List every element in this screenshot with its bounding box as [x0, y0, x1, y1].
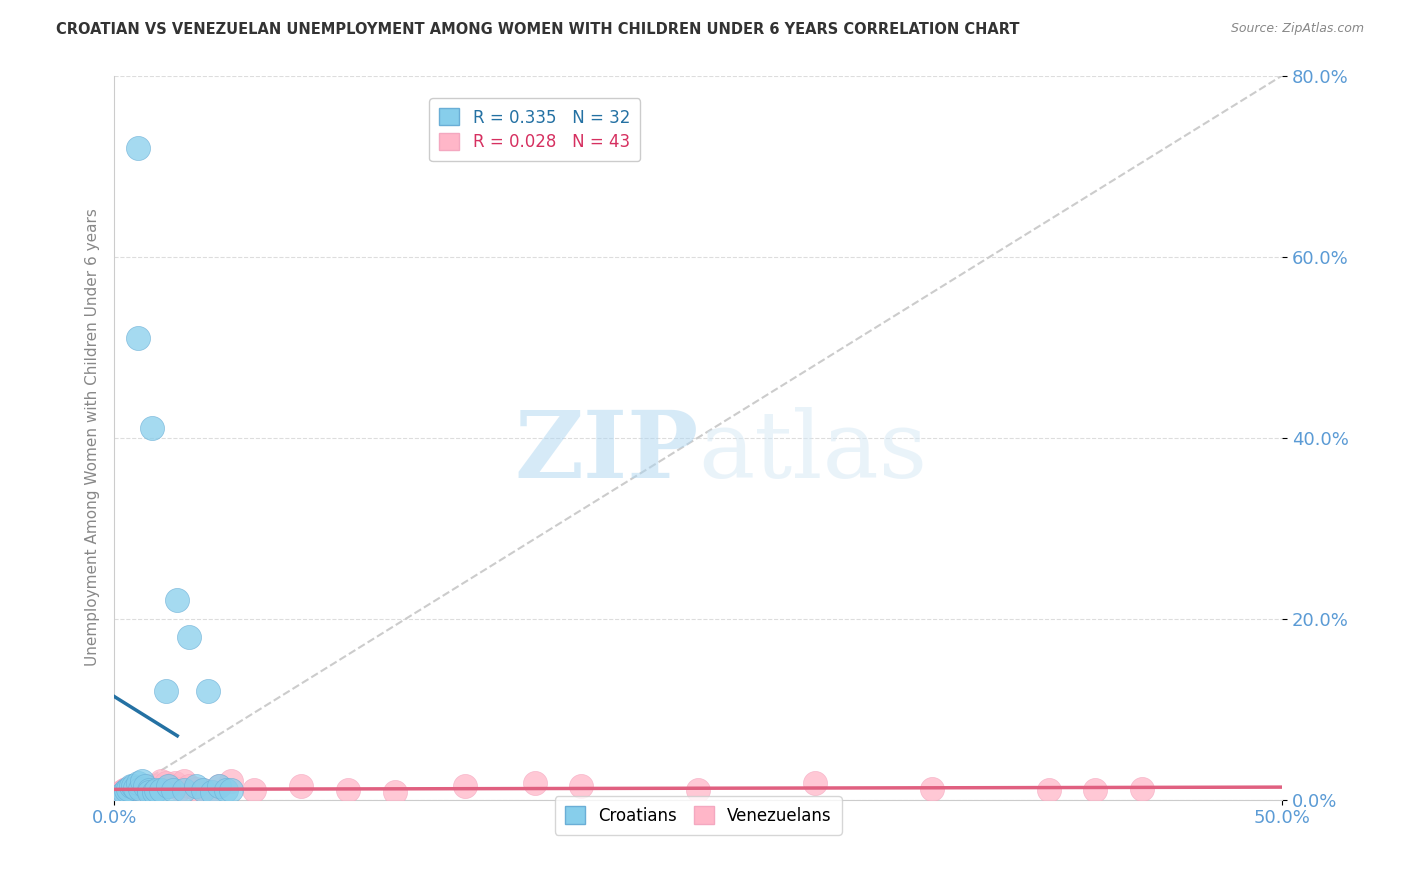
Point — [145, 783, 167, 797]
Point — [149, 783, 172, 797]
Point — [122, 779, 145, 793]
Point — [921, 781, 943, 796]
Point — [197, 684, 219, 698]
Point — [124, 785, 146, 799]
Point — [156, 779, 179, 793]
Point — [131, 774, 153, 789]
Point — [120, 789, 142, 804]
Point — [208, 779, 231, 793]
Point — [804, 776, 827, 790]
Point — [162, 783, 184, 797]
Point — [1038, 783, 1060, 797]
Point — [184, 779, 207, 793]
Point — [523, 776, 546, 790]
Point — [173, 774, 195, 789]
Point — [134, 785, 156, 799]
Point — [131, 783, 153, 797]
Point — [112, 785, 135, 799]
Point — [177, 630, 200, 644]
Point — [138, 783, 160, 797]
Point — [127, 781, 149, 796]
Point — [177, 779, 200, 793]
Point — [1084, 783, 1107, 797]
Point — [191, 783, 214, 797]
Point — [197, 785, 219, 799]
Point — [163, 776, 186, 790]
Point — [169, 781, 191, 796]
Point — [127, 141, 149, 155]
Point — [215, 783, 238, 797]
Point — [112, 783, 135, 797]
Point — [117, 785, 139, 799]
Point — [384, 785, 406, 799]
Text: CROATIAN VS VENEZUELAN UNEMPLOYMENT AMONG WOMEN WITH CHILDREN UNDER 6 YEARS CORR: CROATIAN VS VENEZUELAN UNEMPLOYMENT AMON… — [56, 22, 1019, 37]
Point — [243, 783, 266, 797]
Point — [115, 788, 138, 802]
Point — [120, 779, 142, 793]
Point — [201, 785, 224, 799]
Point — [149, 774, 172, 789]
Point — [1130, 781, 1153, 796]
Point — [128, 781, 150, 796]
Point — [122, 787, 145, 801]
Point — [219, 783, 242, 797]
Point — [155, 684, 177, 698]
Point — [571, 779, 593, 793]
Point — [134, 779, 156, 793]
Point — [159, 779, 181, 793]
Text: atlas: atlas — [699, 407, 928, 497]
Point — [141, 783, 163, 797]
Point — [173, 783, 195, 797]
Point — [135, 779, 157, 793]
Point — [122, 783, 145, 797]
Point — [208, 779, 231, 793]
Point — [453, 779, 475, 793]
Point — [115, 781, 138, 796]
Point — [191, 783, 214, 797]
Point — [141, 421, 163, 435]
Point — [145, 779, 167, 793]
Point — [127, 331, 149, 345]
Point — [219, 774, 242, 789]
Point — [110, 785, 132, 799]
Text: ZIP: ZIP — [515, 407, 699, 497]
Point — [115, 783, 138, 797]
Point — [110, 788, 132, 802]
Point — [336, 783, 359, 797]
Point — [108, 788, 131, 802]
Point — [290, 779, 312, 793]
Point — [688, 783, 710, 797]
Y-axis label: Unemployment Among Women with Children Under 6 years: Unemployment Among Women with Children U… — [86, 209, 100, 666]
Point — [166, 593, 188, 607]
Point — [184, 781, 207, 796]
Point — [128, 788, 150, 802]
Legend: Croatians, Venezuelans: Croatians, Venezuelans — [555, 797, 842, 835]
Point — [142, 785, 165, 799]
Point — [127, 776, 149, 790]
Point — [138, 788, 160, 802]
Point — [138, 785, 160, 799]
Point — [155, 776, 177, 790]
Point — [124, 780, 146, 795]
Text: Source: ZipAtlas.com: Source: ZipAtlas.com — [1230, 22, 1364, 36]
Point — [117, 781, 139, 796]
